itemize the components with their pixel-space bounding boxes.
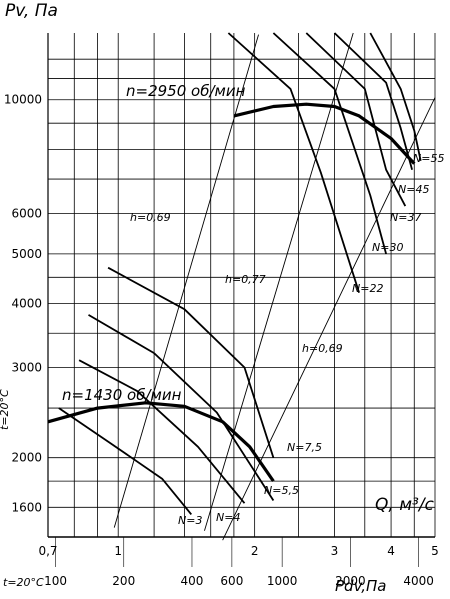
power-label-n5-5: N=5,5 <box>264 484 299 497</box>
q-tick-label: 0,7 <box>38 544 57 558</box>
y-tick-label: 2000 <box>11 451 42 465</box>
power-curve <box>227 32 360 293</box>
ticks: 1600 2000 3000 4000 5000 6000 10000 0,7 1 2 3 4 5 100… <box>4 93 439 588</box>
power-curve <box>107 266 275 458</box>
power-label-n45: N=45 <box>398 183 429 196</box>
y-tick-label: 6000 <box>11 206 42 220</box>
efficiency-label-3: h=0,69 <box>302 342 343 355</box>
power-curve <box>58 407 192 515</box>
power-label-n4: N=4 <box>216 511 240 524</box>
temperature-label-bottom: t=20°C <box>3 576 44 589</box>
y-tick-label: 5000 <box>11 247 42 261</box>
grid <box>47 33 436 538</box>
q-axis-title: Q, м³/с <box>375 495 435 515</box>
q-tick-label: 1 <box>114 544 122 558</box>
curves <box>47 32 436 541</box>
power-curve <box>88 314 275 501</box>
pdv-tick-label: 400 <box>181 574 204 588</box>
pdv-tick-label: 1000 <box>267 574 298 588</box>
y-axis-title: Pv, Па <box>5 1 58 21</box>
power-label-n22: N=22 <box>352 282 383 295</box>
power-label-n3: N=3 <box>178 514 202 527</box>
efficiency-line <box>204 32 354 531</box>
power-curve <box>78 359 246 504</box>
efficiency-label-1: h=0,69 <box>130 211 171 224</box>
power-curve <box>333 32 413 170</box>
power-label-n37: N=37 <box>390 211 421 224</box>
series-label-1430: n=1430 об/мин <box>62 386 182 404</box>
power-curve <box>369 32 422 161</box>
y-tick-label: 1600 <box>11 500 42 514</box>
series-label-2950: n=2950 об/мин <box>126 82 246 100</box>
pdv-tick-label: 4000 <box>403 574 434 588</box>
power-label-n30: N=30 <box>372 241 403 254</box>
efficiency-line <box>222 97 436 541</box>
q-tick-label: 4 <box>387 544 395 558</box>
pdv-tick-label: 100 <box>44 574 67 588</box>
q-tick-label: 5 <box>431 544 439 558</box>
pdv-tick-label: 600 <box>220 574 243 588</box>
q-tick-label: 2 <box>251 544 259 558</box>
pdv-tick-label: 200 <box>112 574 135 588</box>
y-tick-label: 4000 <box>11 297 42 311</box>
power-curve <box>272 32 387 255</box>
efficiency-label-2: h=0,77 <box>225 273 266 286</box>
y-tick-label: 10000 <box>4 93 42 107</box>
performance-curve-0 <box>233 102 416 165</box>
power-label-n55: N=55 <box>413 152 444 165</box>
q-tick-label: 3 <box>331 544 339 558</box>
pdv-tick-label: 2000 <box>335 574 366 588</box>
performance-curve-1 <box>47 401 275 483</box>
power-label-n7-5: N=7,5 <box>287 441 322 454</box>
pdv-axis-title: Pdv,Па <box>335 577 386 595</box>
y-tick-label: 3000 <box>11 361 42 375</box>
temperature-label-side: t=20°C <box>0 389 11 430</box>
